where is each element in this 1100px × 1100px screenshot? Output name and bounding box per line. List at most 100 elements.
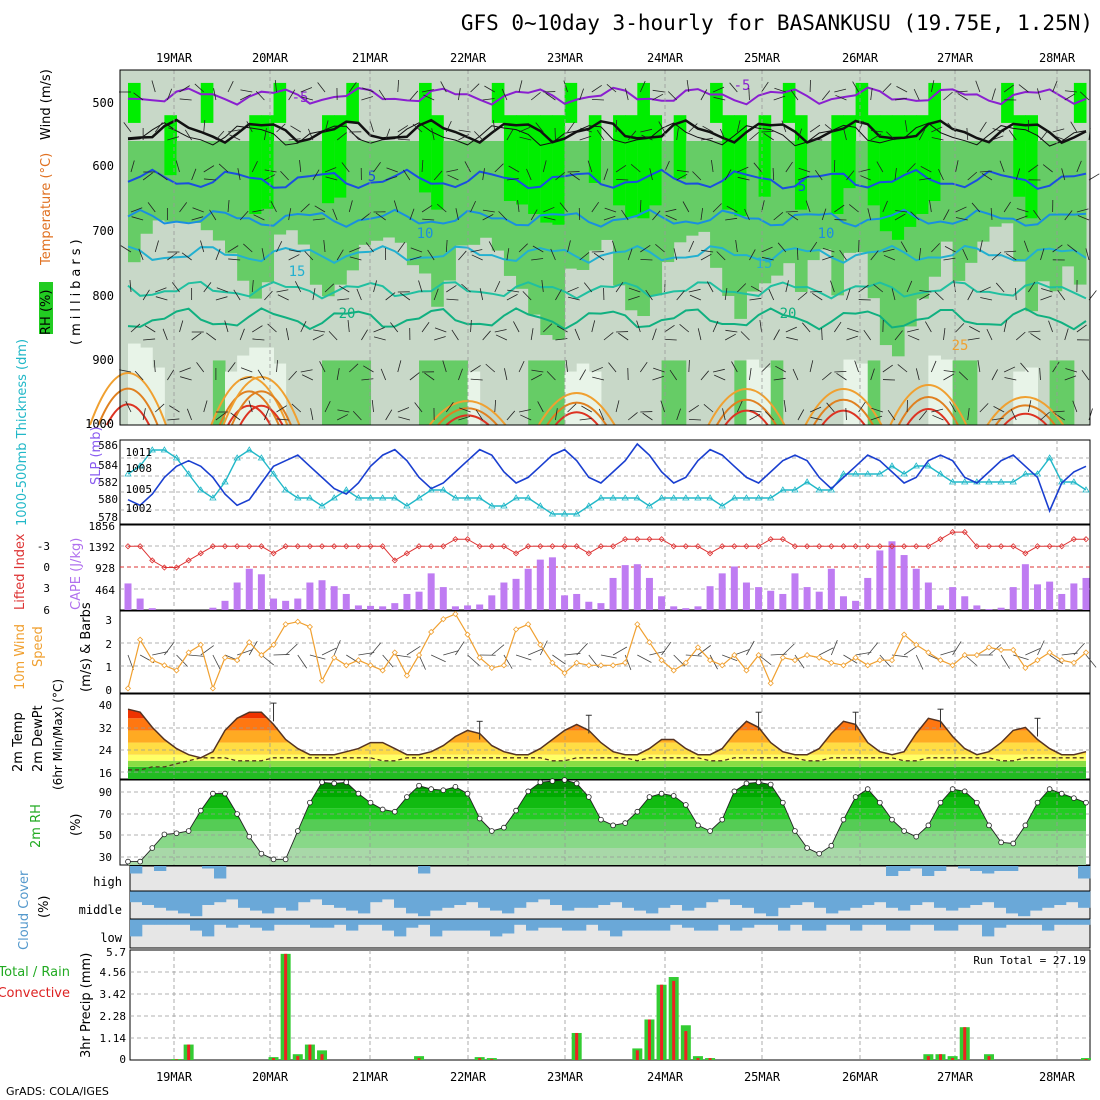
- cloud-bar: [466, 891, 479, 903]
- wind-barb: [470, 83, 480, 93]
- rh-cell: [188, 141, 202, 223]
- wind-barb: [445, 240, 448, 253]
- wind-barb: [692, 171, 702, 181]
- wind10-point: [488, 664, 495, 671]
- cloud-bar: [694, 919, 707, 931]
- wind-barb: [1037, 88, 1041, 101]
- cape-bar: [124, 583, 132, 610]
- thickness-point: [609, 494, 617, 501]
- thickness-point: [572, 510, 581, 517]
- cape-bar: [536, 559, 544, 610]
- wind-barb: [822, 255, 834, 261]
- wind-barb: [1027, 400, 1032, 413]
- rh2m-point: [343, 779, 350, 786]
- wind-barb: [409, 372, 420, 381]
- wind-barb: [1030, 333, 1041, 341]
- rh-cell: [1025, 115, 1038, 219]
- wind-barb: [252, 209, 265, 213]
- wind-barb: [277, 294, 289, 301]
- wind-barb: [427, 249, 435, 261]
- cloud-bar: [874, 891, 887, 903]
- wind10-barb: [819, 647, 834, 656]
- cape-bar: [961, 596, 969, 610]
- cape-bar: [682, 608, 690, 610]
- thickness-point: [233, 454, 241, 461]
- pressure-tick: 900: [92, 353, 114, 367]
- rh2m-point: [379, 806, 386, 813]
- rh2m-point: [1046, 786, 1053, 792]
- wind-barb: [421, 89, 434, 93]
- rh-cell: [673, 360, 687, 425]
- warm-contour: [554, 411, 599, 426]
- wind-barb: [147, 202, 156, 213]
- cloud-bar: [550, 891, 563, 905]
- date-label-top: 24MAR: [647, 51, 684, 65]
- cape-bar: [900, 555, 908, 610]
- cloud-bar: [598, 891, 611, 905]
- thickness-point: [827, 486, 836, 493]
- wind10-barb: [188, 654, 205, 657]
- thickness-point: [124, 470, 132, 477]
- wind-barb: [772, 167, 775, 181]
- wind10-point: [343, 662, 350, 669]
- wind-barb: [312, 334, 324, 341]
- lifted-index-point: [209, 543, 216, 550]
- wind-barb: [712, 86, 725, 93]
- precip-conv-bar: [575, 1032, 579, 1060]
- wind-barb: [154, 403, 165, 413]
- wind-barb: [932, 414, 944, 421]
- slp-tick: 1005: [126, 483, 153, 496]
- li-tick: -3: [37, 540, 50, 553]
- wind-barb: [227, 362, 236, 373]
- cloud-level-high: high: [93, 875, 122, 889]
- rh2m-point: [367, 799, 374, 806]
- wind-barb: [919, 290, 932, 293]
- temperature-contour: [127, 307, 1087, 331]
- rh-cell: [358, 141, 372, 245]
- wind-barb: [1040, 411, 1050, 421]
- cape-bar: [997, 607, 1005, 610]
- cloud-bar: [886, 866, 899, 876]
- wind-barb: [276, 241, 283, 253]
- cloud-bar: [154, 891, 167, 908]
- wind-barb: [955, 160, 959, 173]
- rh-cell: [576, 141, 590, 270]
- lifted-index-point: [549, 543, 556, 550]
- cloud-bar: [442, 891, 455, 908]
- rh-cell: [879, 115, 893, 232]
- rh-cell: [322, 360, 335, 425]
- rh2m-point: [513, 807, 519, 814]
- rh-cell: [782, 82, 796, 123]
- rh-cell: [964, 360, 978, 425]
- rh-cell: [770, 141, 784, 276]
- contour-label: 10: [818, 226, 835, 242]
- wind10-point: [840, 662, 847, 669]
- cloud-bar: [910, 919, 923, 925]
- wind-barb: [1005, 253, 1017, 261]
- rh-tick: 30: [99, 851, 112, 864]
- cloud-bar: [502, 891, 515, 914]
- wind10-point: [197, 641, 204, 648]
- lifted-index-point: [246, 543, 253, 550]
- lifted-index-label: Lifted Index: [13, 533, 28, 610]
- cape-bar: [233, 582, 241, 610]
- rh2m-point: [852, 794, 859, 800]
- wind-barb: [796, 247, 799, 261]
- wind10-point: [258, 652, 265, 659]
- warm-contour: [537, 392, 616, 426]
- wind-barb: [966, 128, 969, 141]
- wind-barb: [209, 209, 217, 221]
- wind-barb: [507, 289, 520, 293]
- wind-barb: [179, 376, 192, 381]
- wind-barb: [541, 280, 544, 293]
- wind-barb: [1028, 330, 1041, 333]
- date-label-bottom: 22MAR: [450, 1070, 487, 1084]
- cloud-bar: [706, 891, 719, 903]
- rh2m-point: [282, 856, 289, 863]
- lifted-index-point: [440, 543, 447, 550]
- rh2m-point: [1071, 795, 1077, 801]
- cloud-bar: [622, 891, 635, 908]
- wind-barb: [761, 130, 774, 133]
- wind-barb: [761, 246, 773, 253]
- rh2m-point: [780, 799, 786, 806]
